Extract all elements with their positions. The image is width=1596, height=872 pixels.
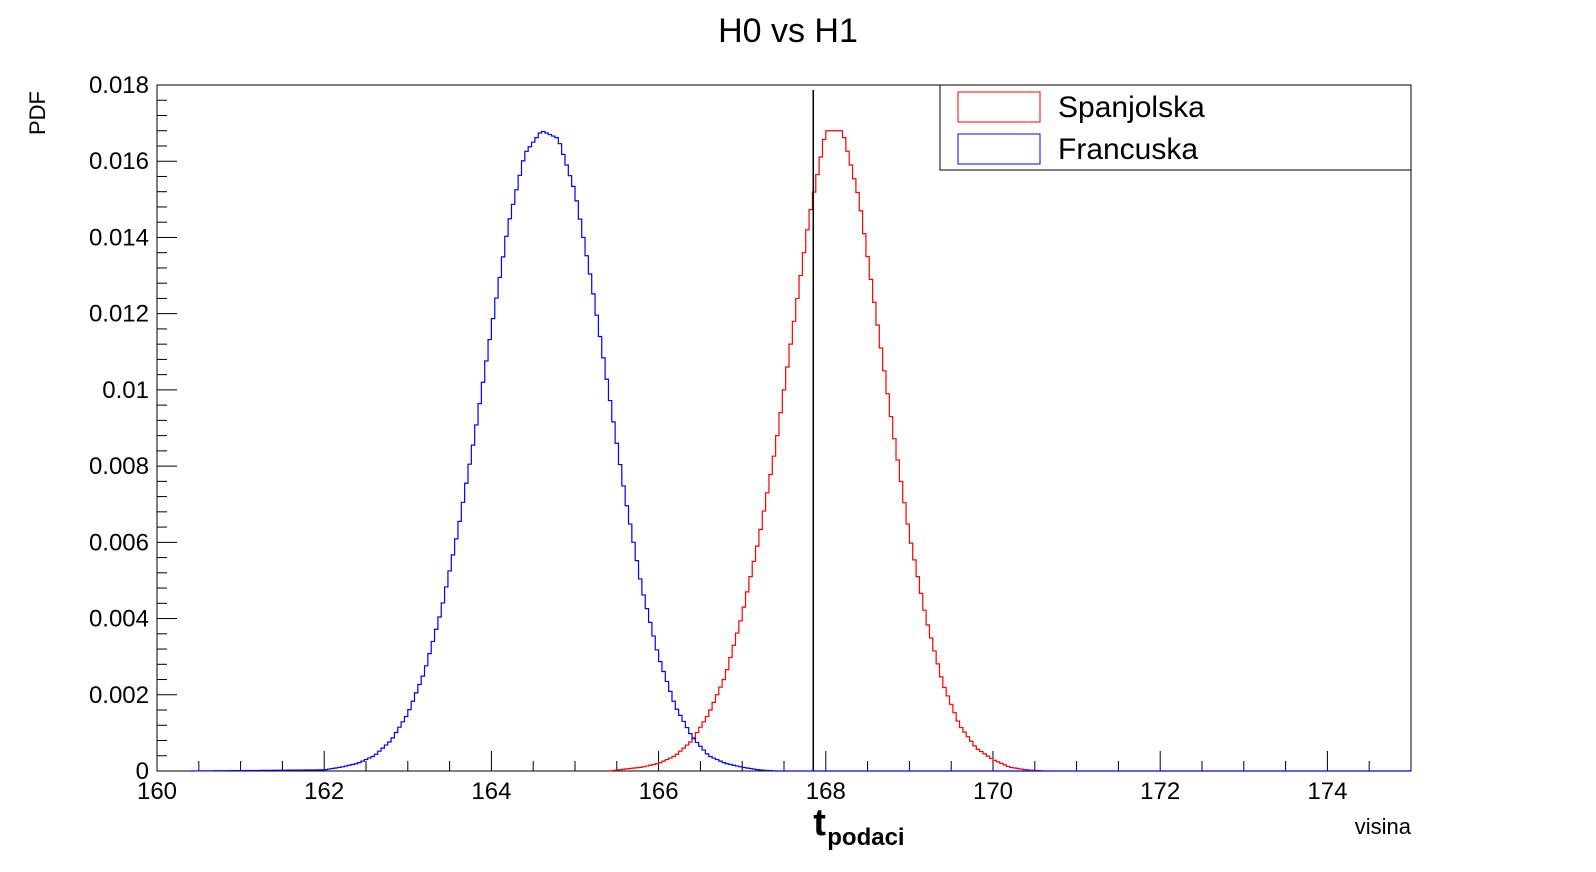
y-tick-label: 0.004: [89, 606, 149, 633]
legend-label-francuska: Francuska: [1058, 133, 1198, 166]
x-tick-label: 162: [304, 778, 344, 805]
legend-box: [939, 84, 1412, 171]
x-tick-label: 164: [471, 778, 511, 805]
y-axis-ticks: 0 0.002 0.004 0.006 0.008 0.01 0.012 0.014 0.016…: [89, 72, 177, 785]
t-podaci-main: t: [813, 802, 826, 844]
x-tick-label: 166: [639, 778, 679, 805]
y-tick-label: 0: [136, 758, 149, 785]
t-podaci-annotation: t podaci: [813, 802, 904, 851]
x-axis-title: visina: [1355, 814, 1412, 839]
y-tick-label: 0.002: [89, 682, 149, 709]
y-tick-label: 0.014: [89, 224, 149, 251]
x-tick-label: 172: [1140, 778, 1180, 805]
y-axis-title: PDF: [25, 91, 50, 135]
x-tick-label: 170: [973, 778, 1013, 805]
legend-swatch-francuska: [957, 133, 1041, 165]
y-tick-label: 0.006: [89, 529, 149, 556]
x-tick-label: 174: [1307, 778, 1347, 805]
chart-title: H0 vs H1: [718, 12, 858, 50]
y-tick-label: 0.016: [89, 148, 149, 175]
series-spanjolska-line: [607, 130, 1044, 772]
x-tick-label: 168: [806, 778, 846, 805]
x-tick-label: 160: [137, 778, 177, 805]
t-podaci-subscript: podaci: [827, 824, 904, 851]
y-tick-label: 0.018: [89, 72, 149, 99]
y-tick-label: 0.01: [102, 377, 149, 404]
legend-swatch-spanjolska: [957, 91, 1041, 123]
x-axis-ticks: 160 162 164 166 168 170 172 174: [137, 751, 1412, 805]
series-francuska-line: [189, 130, 1411, 772]
plot-frame: [156, 84, 1412, 772]
y-tick-label: 0.008: [89, 453, 149, 480]
series-layer: [189, 130, 1411, 772]
y-tick-label: 0.012: [89, 301, 149, 328]
legend-label-spanjolska: Spanjolska: [1058, 91, 1205, 124]
legend: Spanjolska Francuska: [939, 84, 1412, 171]
